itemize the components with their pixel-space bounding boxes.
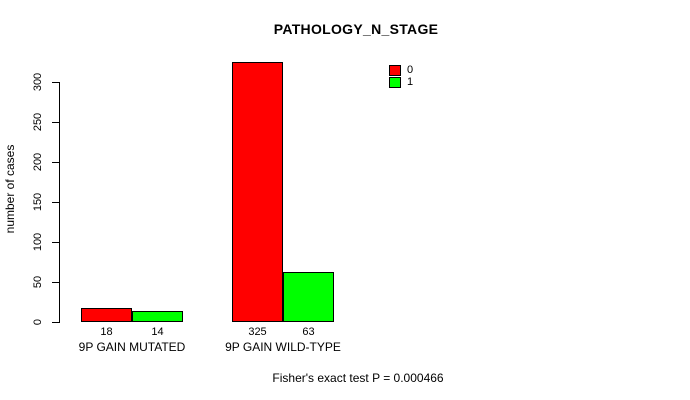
y-tick-label-50: 50 — [32, 275, 44, 289]
bar-9p-gain-wild-type-1 — [283, 272, 334, 322]
y-axis-line — [59, 82, 60, 323]
y-tick-mark-300 — [52, 82, 59, 83]
bar-value-label-9p-gain-wild-type-1: 63 — [302, 326, 315, 338]
y-tick-mark-50 — [52, 282, 59, 283]
legend-swatch-green — [389, 76, 401, 88]
bar-9p-gain-mutated-1 — [132, 311, 183, 322]
legend-label-0: 0 — [407, 63, 414, 76]
x-category-label-wild-type: 9P GAIN WILD-TYPE — [225, 340, 341, 354]
y-axis-label: number of cases — [3, 144, 17, 234]
bar-value-label-9p-gain-mutated-0: 18 — [100, 326, 113, 338]
y-tick-label-100: 100 — [32, 232, 44, 252]
y-tick-label-300: 300 — [32, 72, 44, 92]
y-tick-mark-100 — [52, 242, 59, 243]
legend-item-0: 0 — [389, 64, 413, 76]
bar-value-label-9p-gain-mutated-1: 14 — [151, 326, 164, 338]
y-tick-mark-150 — [52, 202, 59, 203]
y-tick-mark-0 — [52, 322, 59, 323]
legend-item-1: 1 — [389, 76, 413, 88]
legend-swatch-red — [389, 64, 401, 76]
x-category-label-mutated: 9P GAIN MUTATED — [78, 340, 186, 354]
legend: 0 1 — [389, 64, 413, 88]
y-tick-mark-200 — [52, 162, 59, 163]
legend-label-1: 1 — [407, 75, 414, 88]
y-tick-label-150: 150 — [32, 192, 44, 212]
footer-stat-text: Fisher's exact test P = 0.000466 — [272, 371, 444, 385]
bar-value-label-9p-gain-wild-type-0: 325 — [248, 326, 267, 338]
bar-9p-gain-wild-type-0 — [232, 62, 283, 322]
y-tick-label-250: 250 — [32, 112, 44, 132]
y-tick-label-0: 0 — [32, 318, 44, 326]
y-tick-mark-250 — [52, 122, 59, 123]
y-tick-label-200: 200 — [32, 152, 44, 172]
bar-9p-gain-mutated-0 — [81, 308, 132, 322]
chart-title: PATHOLOGY_N_STAGE — [273, 21, 439, 37]
